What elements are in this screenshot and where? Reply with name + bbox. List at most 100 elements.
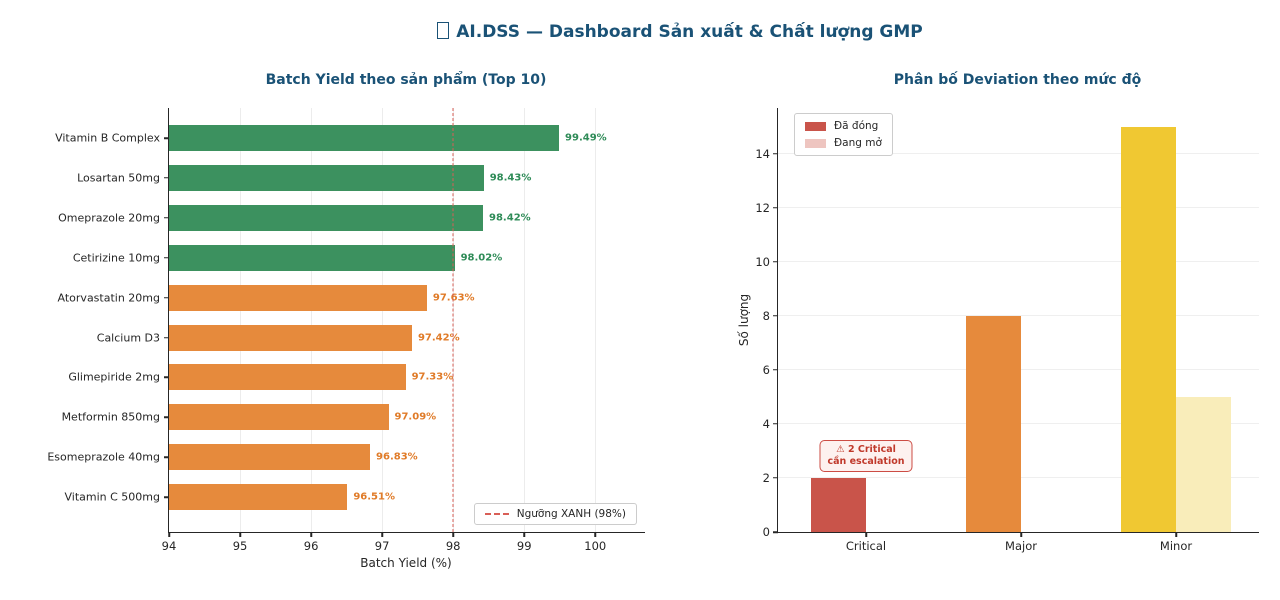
y-tick-label: 10 [755, 254, 770, 269]
yield-bar [169, 244, 455, 271]
annotation-line-2: cần escalation [827, 455, 905, 467]
x-axis-tick [865, 532, 867, 537]
x-axis-tick [381, 532, 383, 537]
x-tick-label: 96 [303, 539, 319, 553]
grid-line [778, 314, 1259, 316]
x-axis-tick [452, 532, 454, 537]
legend-open-label: Đang mở [834, 137, 882, 149]
category-label: Vitamin B Complex [55, 131, 160, 145]
y-axis-tick [773, 207, 778, 209]
open-swatch-icon [805, 138, 826, 148]
threshold-dashed-line-icon [484, 513, 509, 515]
y-axis-tick [164, 217, 169, 219]
x-axis-tick [1020, 532, 1022, 537]
grid-line [382, 108, 384, 532]
annotation-line-1: ⚠ 2 Critical [836, 444, 896, 455]
yield-bar [169, 484, 348, 511]
y-tick-label: 8 [762, 308, 770, 323]
deviation-plot-area: Đã đóng Đang mở ⚠ 2 Critical cần escalat… [755, 108, 1259, 553]
yield-bar [169, 284, 427, 311]
closed-swatch-icon [805, 121, 826, 131]
grid-line [595, 108, 597, 532]
category-label: Metformin 850mg [61, 410, 160, 424]
yield-bar [169, 444, 371, 471]
y-axis-tick [164, 296, 169, 299]
y-tick-label: 12 [755, 200, 770, 215]
category-label: Glimepiride 2mg [68, 370, 160, 384]
deviation-y-axis-label: Số lượng [737, 293, 751, 347]
yield-bar [169, 404, 389, 431]
deviation-legend: Đã đóng Đang mở [794, 113, 893, 156]
yield-bar [169, 324, 412, 351]
batch-yield-plot-area: Ngưỡng XANH (98%) 94 95 96 97 98 99 100 Vitamin… [47, 108, 645, 553]
x-axis-tick [239, 532, 241, 537]
x-axis-tick [523, 532, 525, 537]
category-label: Atorvastatin 20mg [57, 291, 160, 305]
deviation-chart-title: Phân bố Deviation theo mức độ [893, 72, 1142, 88]
x-tick-label: 97 [374, 539, 390, 553]
batch-yield-chart-title: Batch Yield theo sản phẩm (Top 10) [265, 72, 547, 88]
grid-line [240, 108, 242, 532]
value-label: 97.63% [432, 292, 475, 304]
y-axis-tick [773, 423, 778, 425]
x-axis-tick [594, 532, 597, 537]
x-axis-tick [168, 532, 170, 537]
category-label: Cetirizine 10mg [72, 251, 160, 265]
yield-bar [169, 164, 484, 191]
grid-line [778, 260, 1259, 262]
category-label: Calcium D3 [96, 331, 160, 344]
batch-yield-x-axis-label: Batch Yield (%) [360, 556, 452, 570]
category-label: Vitamin C 500mg [64, 490, 160, 504]
y-axis-tick [164, 376, 169, 379]
grid-line [453, 108, 455, 532]
dashboard-title-text: AI.DSS — Dashboard Sản xuất & Chất lượng… [456, 22, 923, 42]
critical-escalation-annotation: ⚠ 2 Critical cần escalation [819, 440, 913, 472]
yield-bar [169, 125, 560, 151]
yield-bar [169, 204, 484, 231]
value-label: 98.02% [460, 252, 503, 264]
category-label: Omeprazole 20mg [58, 211, 160, 225]
y-axis-tick [164, 336, 169, 339]
value-label: 97.09% [394, 411, 437, 423]
dashboard-title: AI.DSS — Dashboard Sản xuất & Chất lượng… [80, 22, 1280, 42]
deviation-bar-closed [811, 478, 866, 532]
y-axis-tick [164, 416, 169, 419]
y-axis-tick [773, 261, 778, 263]
threshold-legend-label: Ngưỡng XANH (98%) [516, 508, 626, 520]
y-tick-label: 4 [762, 416, 770, 431]
legend-item-open: Đang mở [805, 137, 882, 149]
yield-bar [169, 364, 406, 391]
y-axis-tick [164, 137, 169, 139]
value-label: 97.42% [417, 332, 460, 343]
x-tick-label: 98 [445, 539, 461, 553]
grid-line [311, 108, 313, 532]
deviation-bar-closed [1121, 126, 1176, 532]
y-axis-tick [164, 256, 169, 259]
y-axis-tick [773, 369, 778, 371]
legend-item-closed: Đã đóng [805, 120, 882, 132]
category-label: Esomeprazole 40mg [47, 450, 160, 464]
category-label: Minor [1159, 539, 1193, 553]
deviation-bar-open [1176, 396, 1231, 532]
x-tick-label: 99 [516, 539, 532, 553]
x-tick-label: 100 [584, 539, 607, 553]
x-tick-label: 94 [161, 539, 177, 553]
y-axis-tick [773, 153, 778, 155]
value-label: 99.49% [565, 132, 607, 144]
y-tick-label: 2 [762, 470, 770, 485]
value-label: 98.43% [489, 172, 532, 184]
grid-line [778, 152, 1259, 154]
threshold-legend: Ngưỡng XANH (98%) [473, 503, 637, 525]
green-threshold-line [452, 108, 454, 532]
category-label: Major [1005, 539, 1037, 553]
value-label: 97.33% [411, 371, 454, 383]
deviation-bar-closed [966, 315, 1021, 532]
grid-line [778, 206, 1259, 208]
y-axis-tick [773, 531, 778, 533]
y-tick-label: 14 [755, 146, 770, 161]
category-label: Losartan 50mg [77, 171, 160, 185]
legend-closed-label: Đã đóng [834, 120, 879, 132]
y-axis-tick [164, 496, 169, 498]
x-axis-tick [1175, 532, 1177, 537]
